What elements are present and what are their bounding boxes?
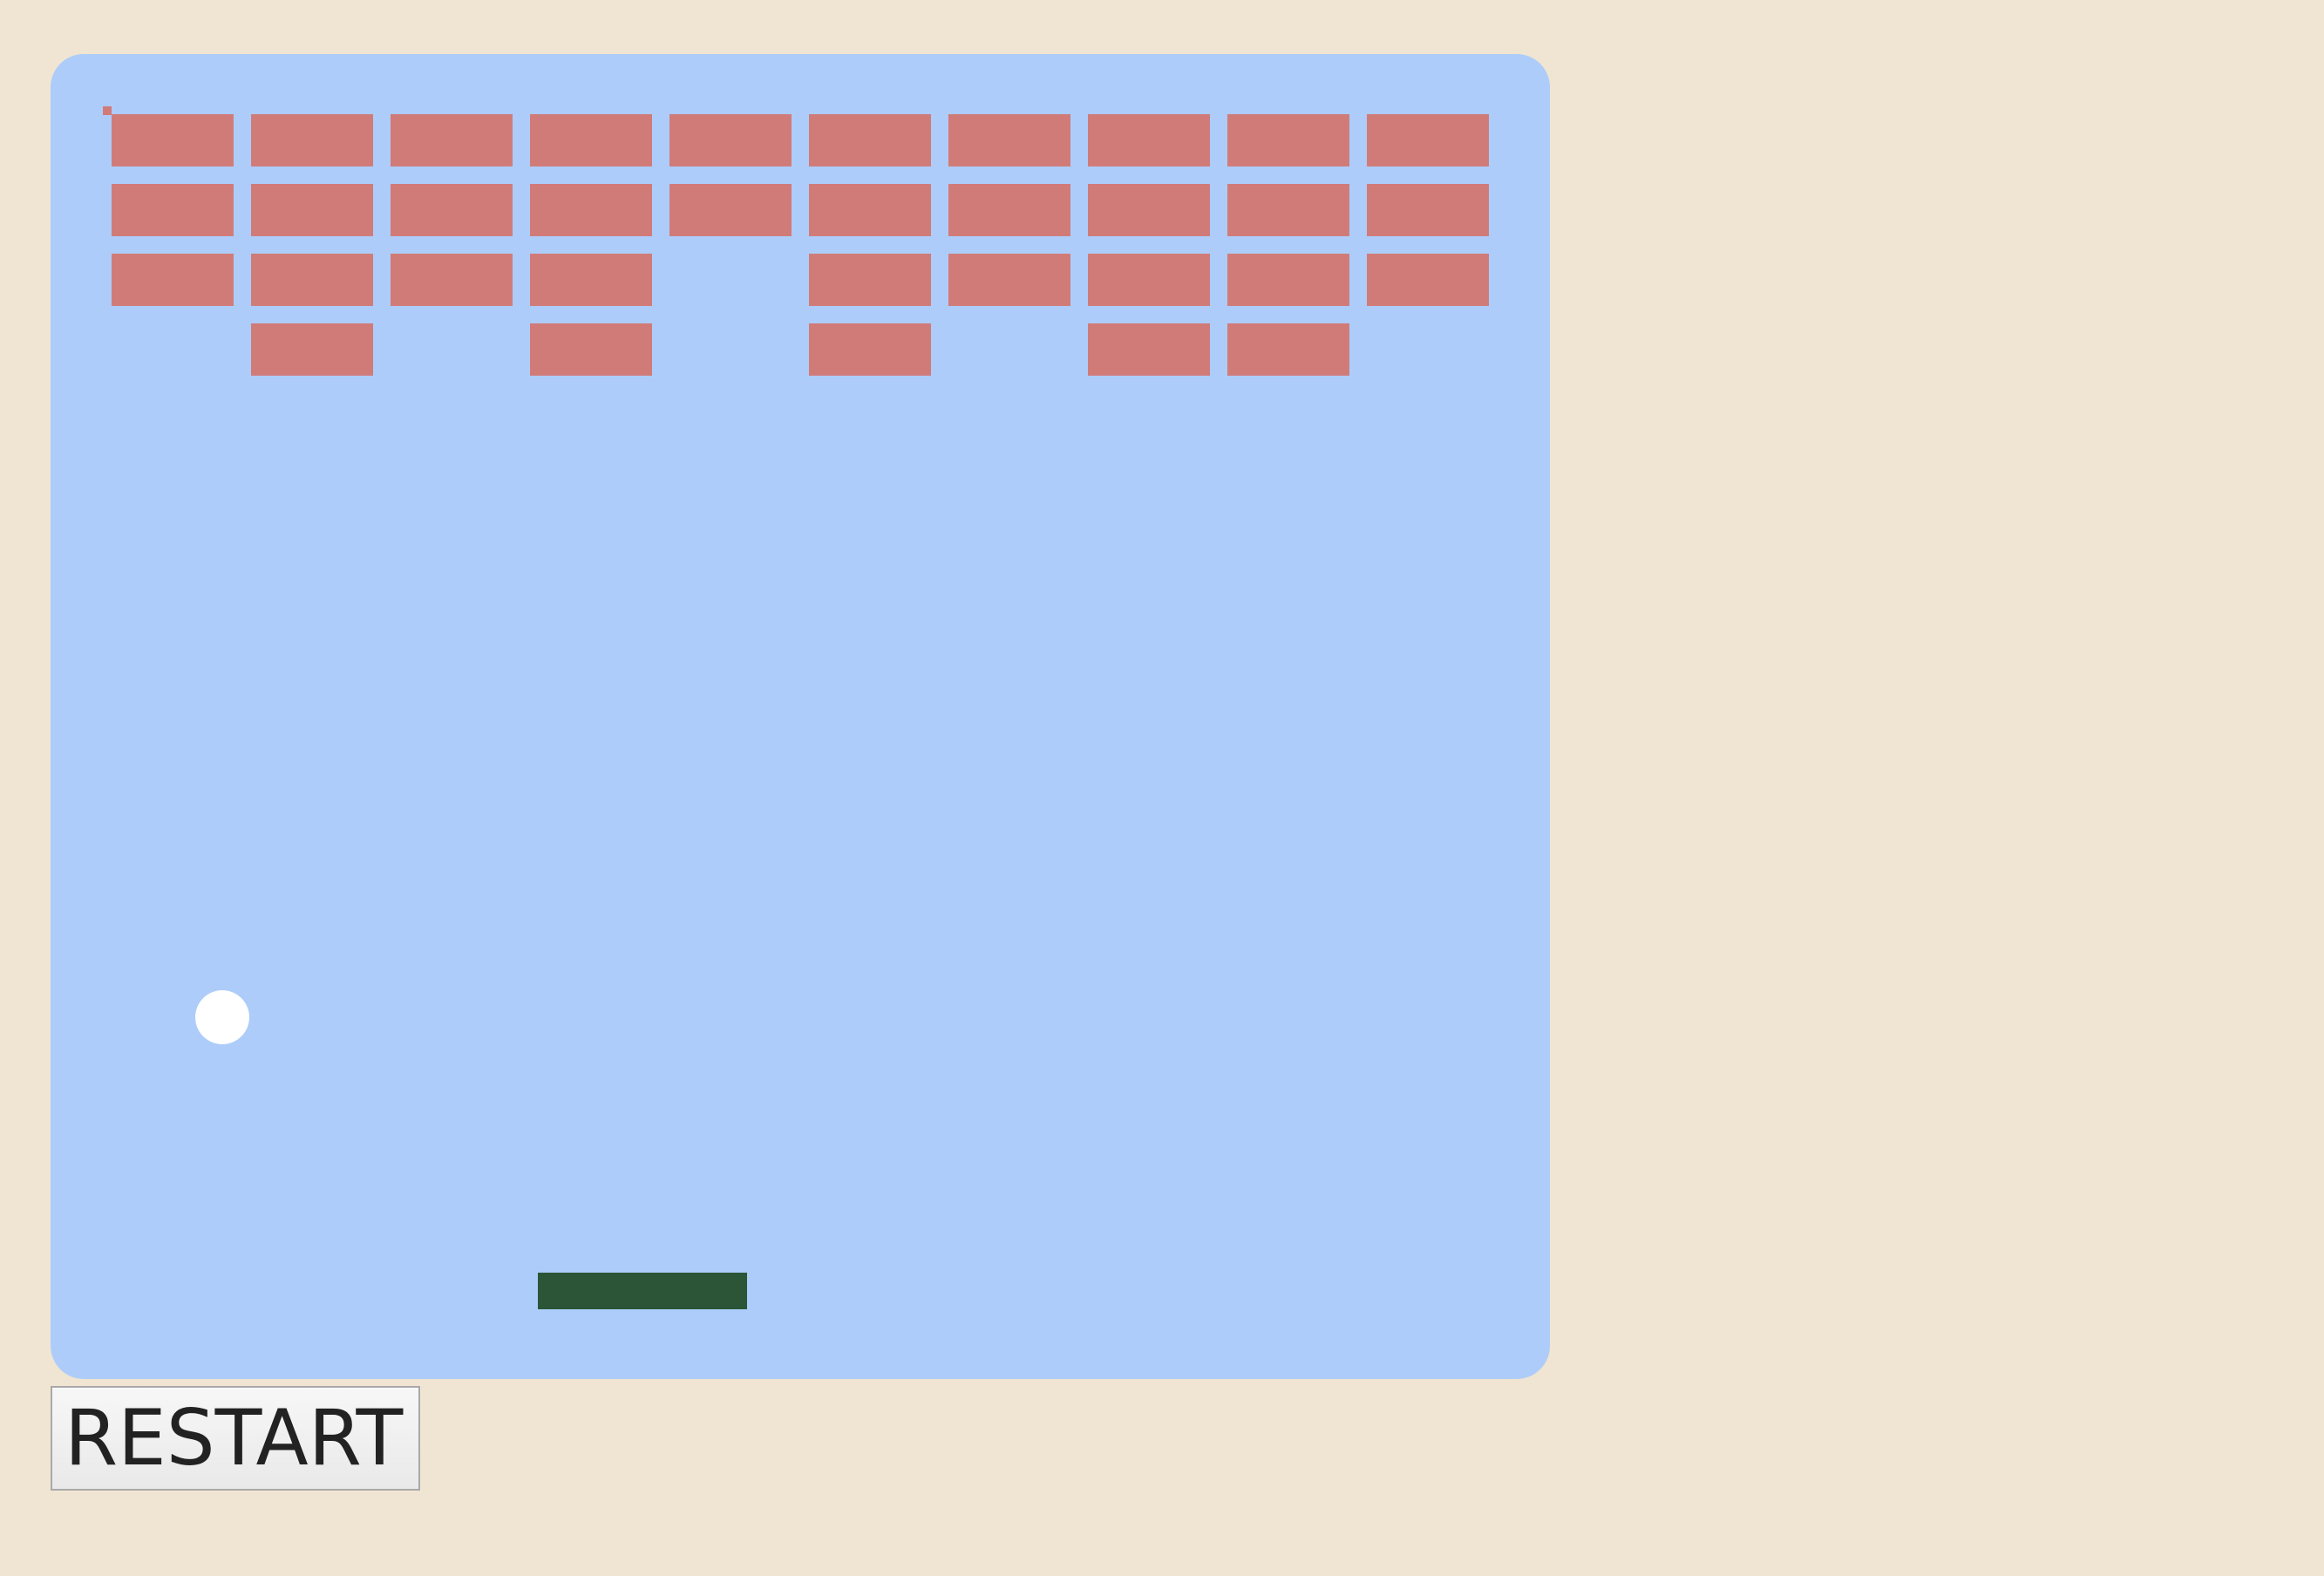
brick (809, 323, 931, 376)
brick (1227, 323, 1349, 376)
brick (251, 114, 373, 166)
brick (530, 323, 652, 376)
brick (1088, 254, 1210, 306)
brick (669, 114, 792, 166)
brick (530, 114, 652, 166)
ball (195, 990, 249, 1044)
brick (809, 254, 931, 306)
brick (112, 254, 234, 306)
brick (530, 184, 652, 236)
game-board[interactable] (51, 54, 1550, 1379)
brick (809, 114, 931, 166)
brick (391, 254, 513, 306)
brick (1227, 254, 1349, 306)
brick (391, 114, 513, 166)
brick (809, 184, 931, 236)
brick (1088, 323, 1210, 376)
brick (669, 184, 792, 236)
restart-button[interactable]: RESTART (51, 1386, 420, 1491)
brick-field (51, 54, 1550, 1379)
brick (251, 254, 373, 306)
brick (530, 254, 652, 306)
brick (1367, 184, 1489, 236)
brick (1367, 114, 1489, 166)
brick (948, 114, 1070, 166)
brick (112, 114, 234, 166)
paddle[interactable] (538, 1273, 747, 1309)
brick (1367, 254, 1489, 306)
brick (251, 323, 373, 376)
brick (1088, 184, 1210, 236)
brick (1088, 114, 1210, 166)
brick (251, 184, 373, 236)
brick (1227, 114, 1349, 166)
brick (112, 184, 234, 236)
brick (1227, 184, 1349, 236)
brick (948, 184, 1070, 236)
brick (391, 184, 513, 236)
board-corner-mark (103, 106, 112, 115)
brick (948, 254, 1070, 306)
